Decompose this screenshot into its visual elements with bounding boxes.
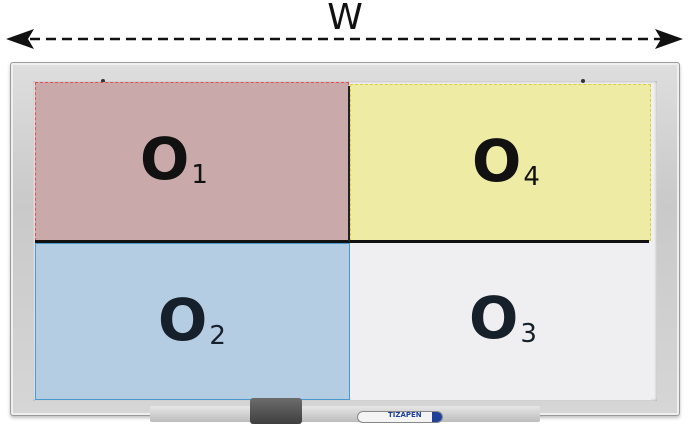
label-o4: O4	[472, 127, 540, 195]
region-o2	[35, 243, 350, 400]
label-o2: O2	[158, 286, 226, 354]
marker-brand: TIZAPEN	[388, 411, 422, 419]
marker-icon: TIZAPEN	[357, 411, 443, 423]
marker-tray	[150, 406, 540, 422]
eraser-icon	[250, 398, 302, 424]
screw-icon	[581, 79, 585, 83]
label-o3: O3	[469, 284, 537, 352]
region-o3	[351, 243, 651, 400]
label-o1: O1	[140, 125, 208, 193]
width-label: W	[327, 0, 363, 38]
vertical-divider	[348, 86, 350, 242]
horizontal-divider	[35, 240, 649, 243]
width-arrow	[6, 29, 683, 49]
marker-cap	[432, 412, 442, 422]
region-o4	[350, 84, 651, 241]
screw-icon	[101, 79, 105, 83]
